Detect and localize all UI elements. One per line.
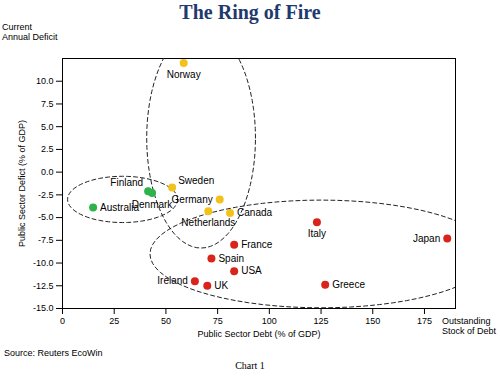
- svg-text:2.5: 2.5: [41, 144, 54, 154]
- svg-text:-10.0: -10.0: [33, 258, 54, 268]
- svg-text:Ireland: Ireland: [157, 275, 188, 286]
- svg-text:Greece: Greece: [332, 279, 365, 290]
- html-text:Outstanding Stock of Debt: Outstanding Stock of Debt: [442, 316, 496, 336]
- svg-text:-12.5: -12.5: [33, 281, 54, 291]
- svg-text:Japan: Japan: [413, 233, 440, 244]
- svg-text:175: 175: [417, 316, 432, 326]
- svg-text:125: 125: [314, 316, 329, 326]
- svg-text:Finland: Finland: [110, 177, 143, 188]
- svg-text:25: 25: [109, 316, 119, 326]
- svg-text:Sweden: Sweden: [178, 175, 214, 186]
- svg-text:Canada: Canada: [237, 207, 272, 218]
- svg-text:Denmark: Denmark: [132, 199, 174, 210]
- svg-text:Spain: Spain: [218, 253, 244, 264]
- svg-text:Australia: Australia: [100, 201, 139, 213]
- html-text:Current Annual Deficit: Current Annual Deficit: [2, 22, 58, 42]
- svg-text:Italy: Italy: [308, 228, 326, 239]
- svg-text:France: France: [241, 239, 273, 250]
- svg-text:UK: UK: [214, 280, 228, 291]
- svg-text:-15.0: -15.0: [33, 303, 54, 313]
- svg-text:50: 50: [161, 316, 171, 326]
- svg-text:Norway: Norway: [167, 69, 201, 80]
- html-text:Source: Reuters EcoWin: Source: Reuters EcoWin: [4, 348, 103, 358]
- svg-text:75: 75: [213, 316, 223, 326]
- html-text:The Ring of Fire: The Ring of Fire: [179, 1, 321, 23]
- svg-text:Germany: Germany: [172, 194, 213, 205]
- svg-text:0: 0: [60, 316, 65, 326]
- svg-text:150: 150: [365, 316, 380, 326]
- svg-text:-5.0: -5.0: [38, 212, 54, 222]
- svg-text:5.0: 5.0: [41, 122, 54, 132]
- svg-text:Public Sector Debt (% of GDP): Public Sector Debt (% of GDP): [197, 329, 320, 339]
- html-text:Chart 1: Chart 1: [235, 360, 265, 371]
- svg-text:-7.5: -7.5: [38, 235, 54, 245]
- svg-text:USA: USA: [241, 265, 262, 276]
- svg-text:100: 100: [262, 316, 277, 326]
- svg-text:10.0: 10.0: [36, 76, 54, 86]
- svg-text:Netherlands: Netherlands: [181, 217, 235, 228]
- svg-text:-2.5: -2.5: [38, 190, 54, 200]
- svg-text:Public Sector Defict (% of GDP: Public Sector Defict (% of GDP): [17, 120, 27, 247]
- svg-text:0.0: 0.0: [41, 167, 54, 177]
- svg-text:7.5: 7.5: [41, 99, 54, 109]
